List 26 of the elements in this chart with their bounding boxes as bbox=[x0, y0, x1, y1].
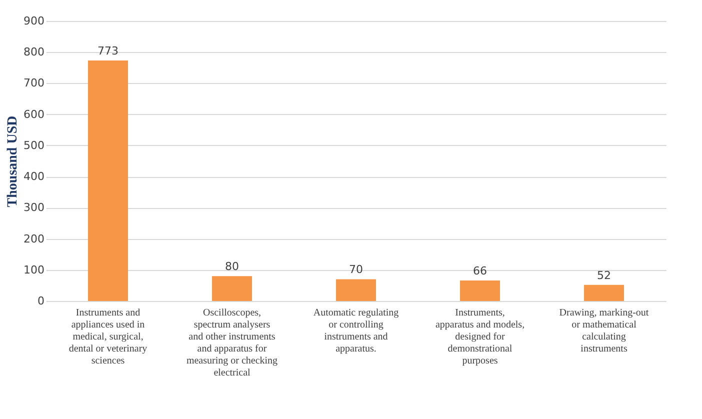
bar bbox=[336, 279, 376, 301]
x-tick-label: Automatic regulating or controlling instruments and apparatus. bbox=[313, 308, 399, 354]
y-tick-label: 700 bbox=[24, 76, 44, 90]
data-label: 773 bbox=[98, 44, 118, 58]
y-tick-label: 300 bbox=[24, 201, 44, 214]
y-tick-label: 500 bbox=[24, 138, 44, 152]
bar bbox=[460, 280, 500, 301]
y-tick-label: 800 bbox=[24, 46, 44, 59]
x-tick-label: Instruments, apparatus and models, designed for demonstrational purposes bbox=[435, 308, 525, 366]
data-label: 80 bbox=[225, 260, 239, 274]
data-label: 70 bbox=[349, 263, 363, 276]
y-tick-label: 200 bbox=[24, 232, 44, 246]
bar bbox=[212, 276, 252, 301]
bar bbox=[584, 284, 624, 301]
bar bbox=[88, 60, 128, 301]
y-axis-title: Thousand USD bbox=[6, 116, 21, 208]
y-tick-label: 0 bbox=[38, 294, 44, 308]
y-tick-label: 100 bbox=[24, 263, 44, 276]
data-label: 66 bbox=[473, 264, 487, 278]
x-tick-label: Oscilloscopes, spectrum analysers and other instruments and apparatus for measuring or checking electrical bbox=[186, 308, 278, 378]
y-tick-label: 400 bbox=[24, 170, 44, 184]
y-tick-label: 900 bbox=[24, 14, 44, 28]
data-label: 52 bbox=[597, 268, 611, 282]
y-tick-label: 600 bbox=[24, 108, 44, 121]
x-tick-label: Instruments and appliances used in medical, surgical, dental or veterinary sciences bbox=[68, 308, 148, 366]
x-tick-label: Drawing, marking-out or mathematical calculating instruments bbox=[559, 308, 649, 354]
